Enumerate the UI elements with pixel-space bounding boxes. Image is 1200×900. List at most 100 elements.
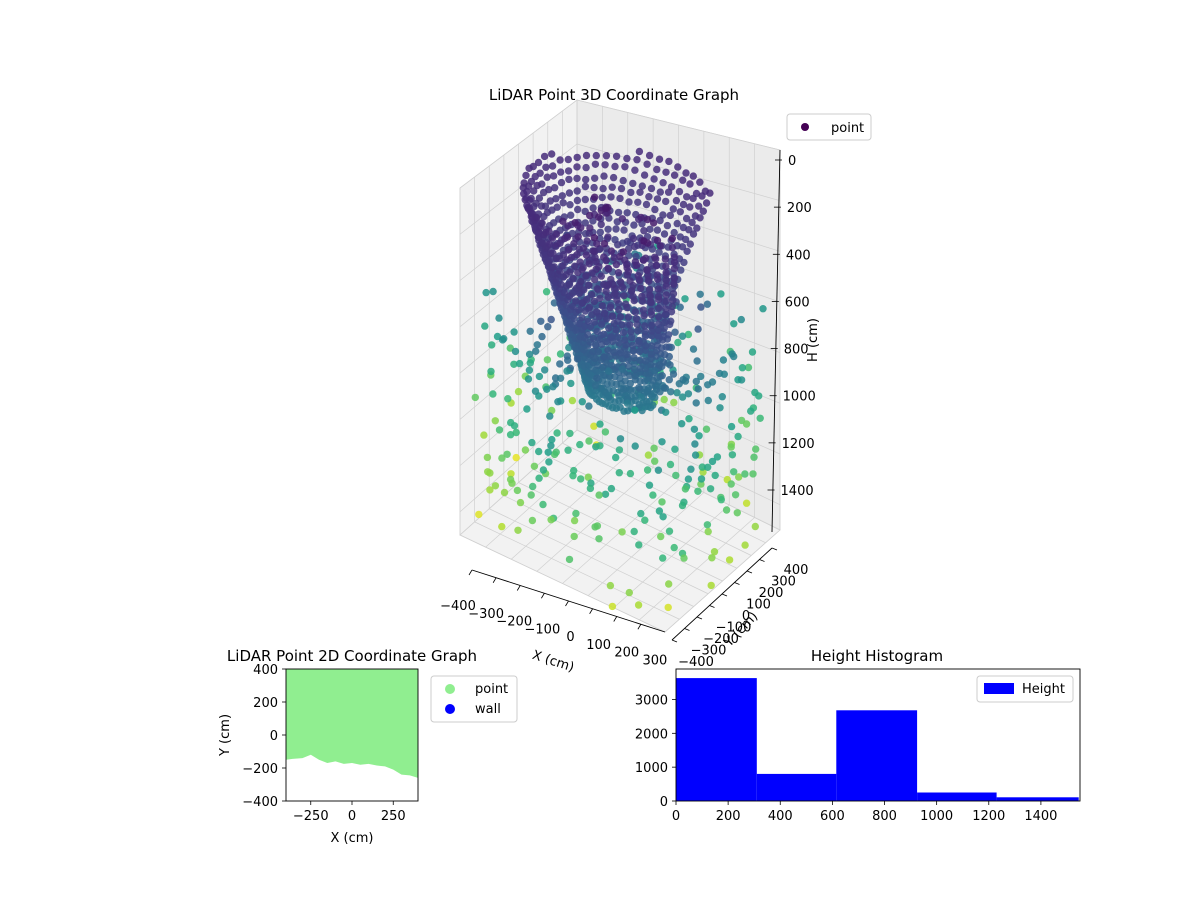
data-point — [591, 275, 599, 284]
data-point — [641, 357, 650, 365]
data-point — [748, 348, 757, 356]
chart-3d-ticks: 0200400600800100012001400−400−300−200−10… — [440, 154, 816, 670]
data-point — [631, 308, 640, 316]
data-point — [730, 468, 738, 476]
data-point — [627, 188, 635, 197]
data-point — [552, 448, 560, 456]
data-point — [654, 292, 663, 301]
data-point — [573, 163, 581, 171]
data-point — [668, 302, 676, 311]
data-point — [664, 603, 672, 612]
x-axis-label: X (cm) — [530, 648, 576, 676]
data-point — [605, 392, 613, 400]
data-point — [694, 487, 702, 495]
data-point — [586, 484, 595, 493]
data-point — [543, 173, 551, 181]
data-point — [658, 438, 666, 446]
data-point — [620, 385, 628, 393]
data-point — [549, 172, 558, 180]
data-point — [673, 219, 681, 228]
data-point — [576, 258, 584, 266]
data-point — [682, 169, 690, 177]
data-point — [687, 465, 695, 473]
data-point — [623, 350, 631, 359]
data-point — [541, 366, 549, 374]
data-point — [630, 527, 638, 536]
data-point — [590, 422, 598, 430]
data-point — [539, 466, 548, 474]
data-point — [670, 398, 678, 407]
data-point — [573, 251, 581, 259]
y-tick-mark — [746, 570, 753, 574]
data-point — [618, 365, 626, 373]
data-point — [565, 555, 574, 564]
data-point — [676, 303, 684, 311]
data-point — [524, 203, 532, 212]
data-point — [589, 334, 598, 343]
x-tick-label: 1400 — [1024, 809, 1057, 824]
data-point — [565, 189, 574, 197]
y-tick-label: 200 — [253, 696, 278, 711]
data-point — [750, 453, 758, 461]
data-point — [607, 247, 616, 255]
data-point — [596, 228, 604, 236]
histogram-title: Height Histogram — [811, 647, 943, 665]
data-point — [600, 280, 608, 289]
data-point — [630, 359, 639, 368]
data-point — [702, 425, 711, 433]
data-point — [582, 272, 590, 280]
point-cloud-area — [286, 669, 418, 778]
histogram-ticks: 0 200 400 600 800 1000 1200 1400 0 1000 2000 3000 — [635, 693, 1058, 824]
data-point — [666, 361, 674, 369]
data-point — [631, 392, 640, 400]
data-point — [617, 349, 625, 357]
data-point — [645, 193, 653, 201]
data-point — [665, 376, 673, 384]
data-point — [504, 395, 512, 403]
grid-line — [664, 529, 781, 633]
data-point — [547, 315, 555, 324]
data-point — [686, 180, 694, 188]
x-tick-label: 0 — [672, 809, 680, 824]
data-point — [483, 453, 492, 462]
data-point — [755, 392, 763, 400]
data-point — [645, 285, 654, 294]
chart-histogram: Height Histogram 0 200 400 600 800 1000 1200 14… — [635, 647, 1081, 824]
data-point — [561, 234, 569, 243]
data-point — [670, 258, 679, 266]
grid-line — [547, 455, 752, 556]
data-point — [678, 501, 687, 510]
data-point — [722, 506, 731, 514]
data-point — [534, 158, 543, 167]
grid-line — [587, 492, 705, 596]
data-point — [539, 500, 547, 509]
y-tick-label: 100 — [746, 598, 771, 613]
z-tick-label: 0 — [788, 154, 796, 169]
data-point — [607, 333, 615, 341]
data-point — [659, 211, 667, 219]
x-tick-label: 100 — [586, 638, 611, 653]
data-point — [610, 253, 618, 262]
data-point — [548, 435, 556, 444]
data-point — [651, 457, 659, 465]
data-point — [672, 471, 680, 480]
data-point — [759, 305, 767, 313]
data-point — [573, 187, 581, 195]
data-point — [733, 509, 741, 517]
data-point — [673, 389, 681, 397]
data-point — [674, 163, 682, 171]
data-point — [752, 445, 760, 453]
data-point — [539, 188, 548, 197]
data-point — [545, 227, 553, 235]
data-point — [727, 422, 736, 431]
data-point — [614, 208, 623, 217]
data-point — [727, 480, 735, 488]
data-point — [689, 172, 697, 180]
data-point — [711, 471, 719, 480]
data-point — [684, 475, 693, 483]
data-point — [614, 333, 622, 341]
data-point — [566, 201, 574, 209]
legend-marker-wall — [445, 704, 455, 714]
data-point — [670, 171, 679, 179]
data-point — [543, 356, 552, 364]
